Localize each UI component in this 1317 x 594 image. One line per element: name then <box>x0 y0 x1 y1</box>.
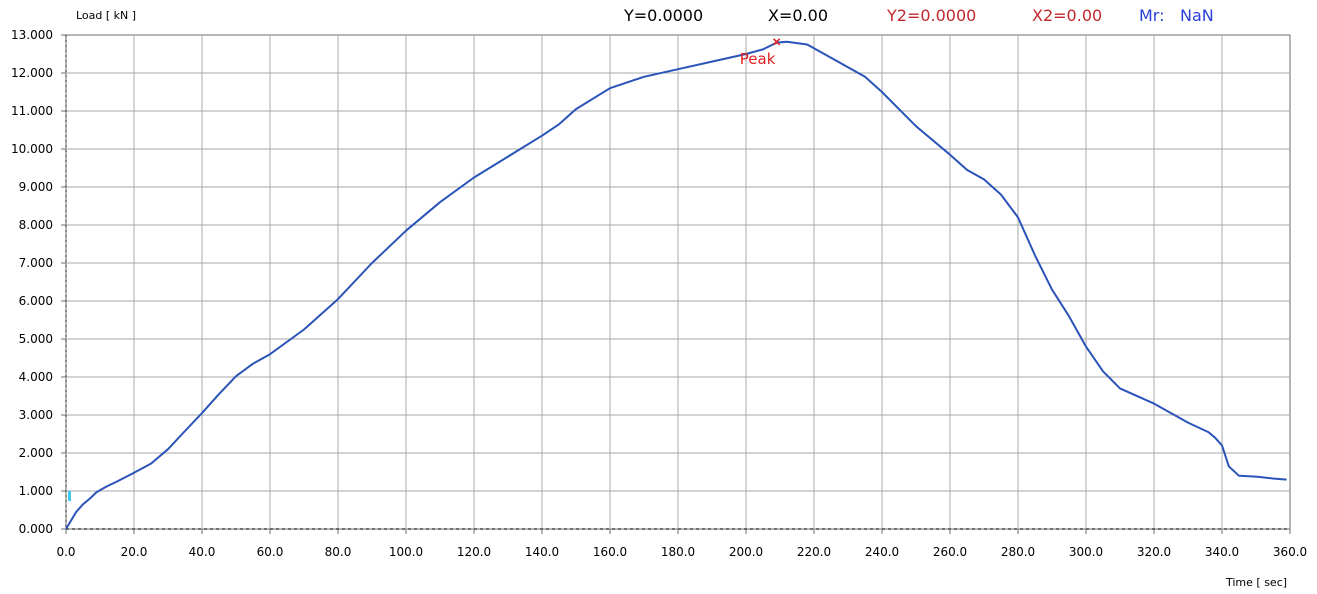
x-tick-label: 0.0 <box>56 545 75 559</box>
x-tick-label: 200.0 <box>729 545 763 559</box>
x-tick-label: 280.0 <box>1001 545 1035 559</box>
x-tick-label: 180.0 <box>661 545 695 559</box>
y-tick-label: 6.000 <box>19 294 53 308</box>
y-axis-label: Load [ kN ] <box>76 9 137 22</box>
y-tick-label: 3.000 <box>19 408 53 422</box>
mr-label: Mr: <box>1139 6 1165 25</box>
x-tick-label: 80.0 <box>325 545 352 559</box>
x-readout: X=0.00 <box>768 6 828 25</box>
x-tick-label: 260.0 <box>933 545 967 559</box>
y-tick-label: 13.000 <box>11 28 53 42</box>
y2-readout: Y2=0.0000 <box>887 6 977 25</box>
x-tick-label: 140.0 <box>525 545 559 559</box>
peak-label: Peak <box>740 50 776 68</box>
x-tick-label: 120.0 <box>457 545 491 559</box>
y-tick-label: 7.000 <box>19 256 53 270</box>
load-curve <box>65 40 1287 530</box>
x-axis-label: Time [ sec] <box>1226 576 1288 589</box>
y-tick-label: 2.000 <box>19 446 53 460</box>
y-tick-label: 1.000 <box>19 484 53 498</box>
x-tick-label: 100.0 <box>389 545 423 559</box>
y-tick-label: 12.000 <box>11 66 53 80</box>
y-readout: Y=0.0000 <box>624 6 704 25</box>
y-tick-label: 4.000 <box>19 370 53 384</box>
y-tick-label: 0.000 <box>19 522 53 536</box>
x2-readout: X2=0.00 <box>1032 6 1103 25</box>
x-tick-label: 320.0 <box>1137 545 1171 559</box>
x-tick-label: 240.0 <box>865 545 899 559</box>
x-tick-label: 220.0 <box>797 545 831 559</box>
x-tick-label: 60.0 <box>257 545 284 559</box>
y-tick-label: 11.000 <box>11 104 53 118</box>
x-tick-label: 20.0 <box>121 545 148 559</box>
x-tick-label: 300.0 <box>1069 545 1103 559</box>
y-tick-label: 10.000 <box>11 142 53 156</box>
x-tick-label: 40.0 <box>189 545 216 559</box>
x-tick-label: 360.0 <box>1273 545 1307 559</box>
mr-value: NaN <box>1180 6 1214 25</box>
start-marker <box>68 491 72 501</box>
x-tick-label: 160.0 <box>593 545 627 559</box>
y-tick-label: 5.000 <box>19 332 53 346</box>
y-tick-label: 9.000 <box>19 180 53 194</box>
y-tick-label: 8.000 <box>19 218 53 232</box>
x-tick-label: 340.0 <box>1205 545 1239 559</box>
peak-marker <box>773 38 781 46</box>
